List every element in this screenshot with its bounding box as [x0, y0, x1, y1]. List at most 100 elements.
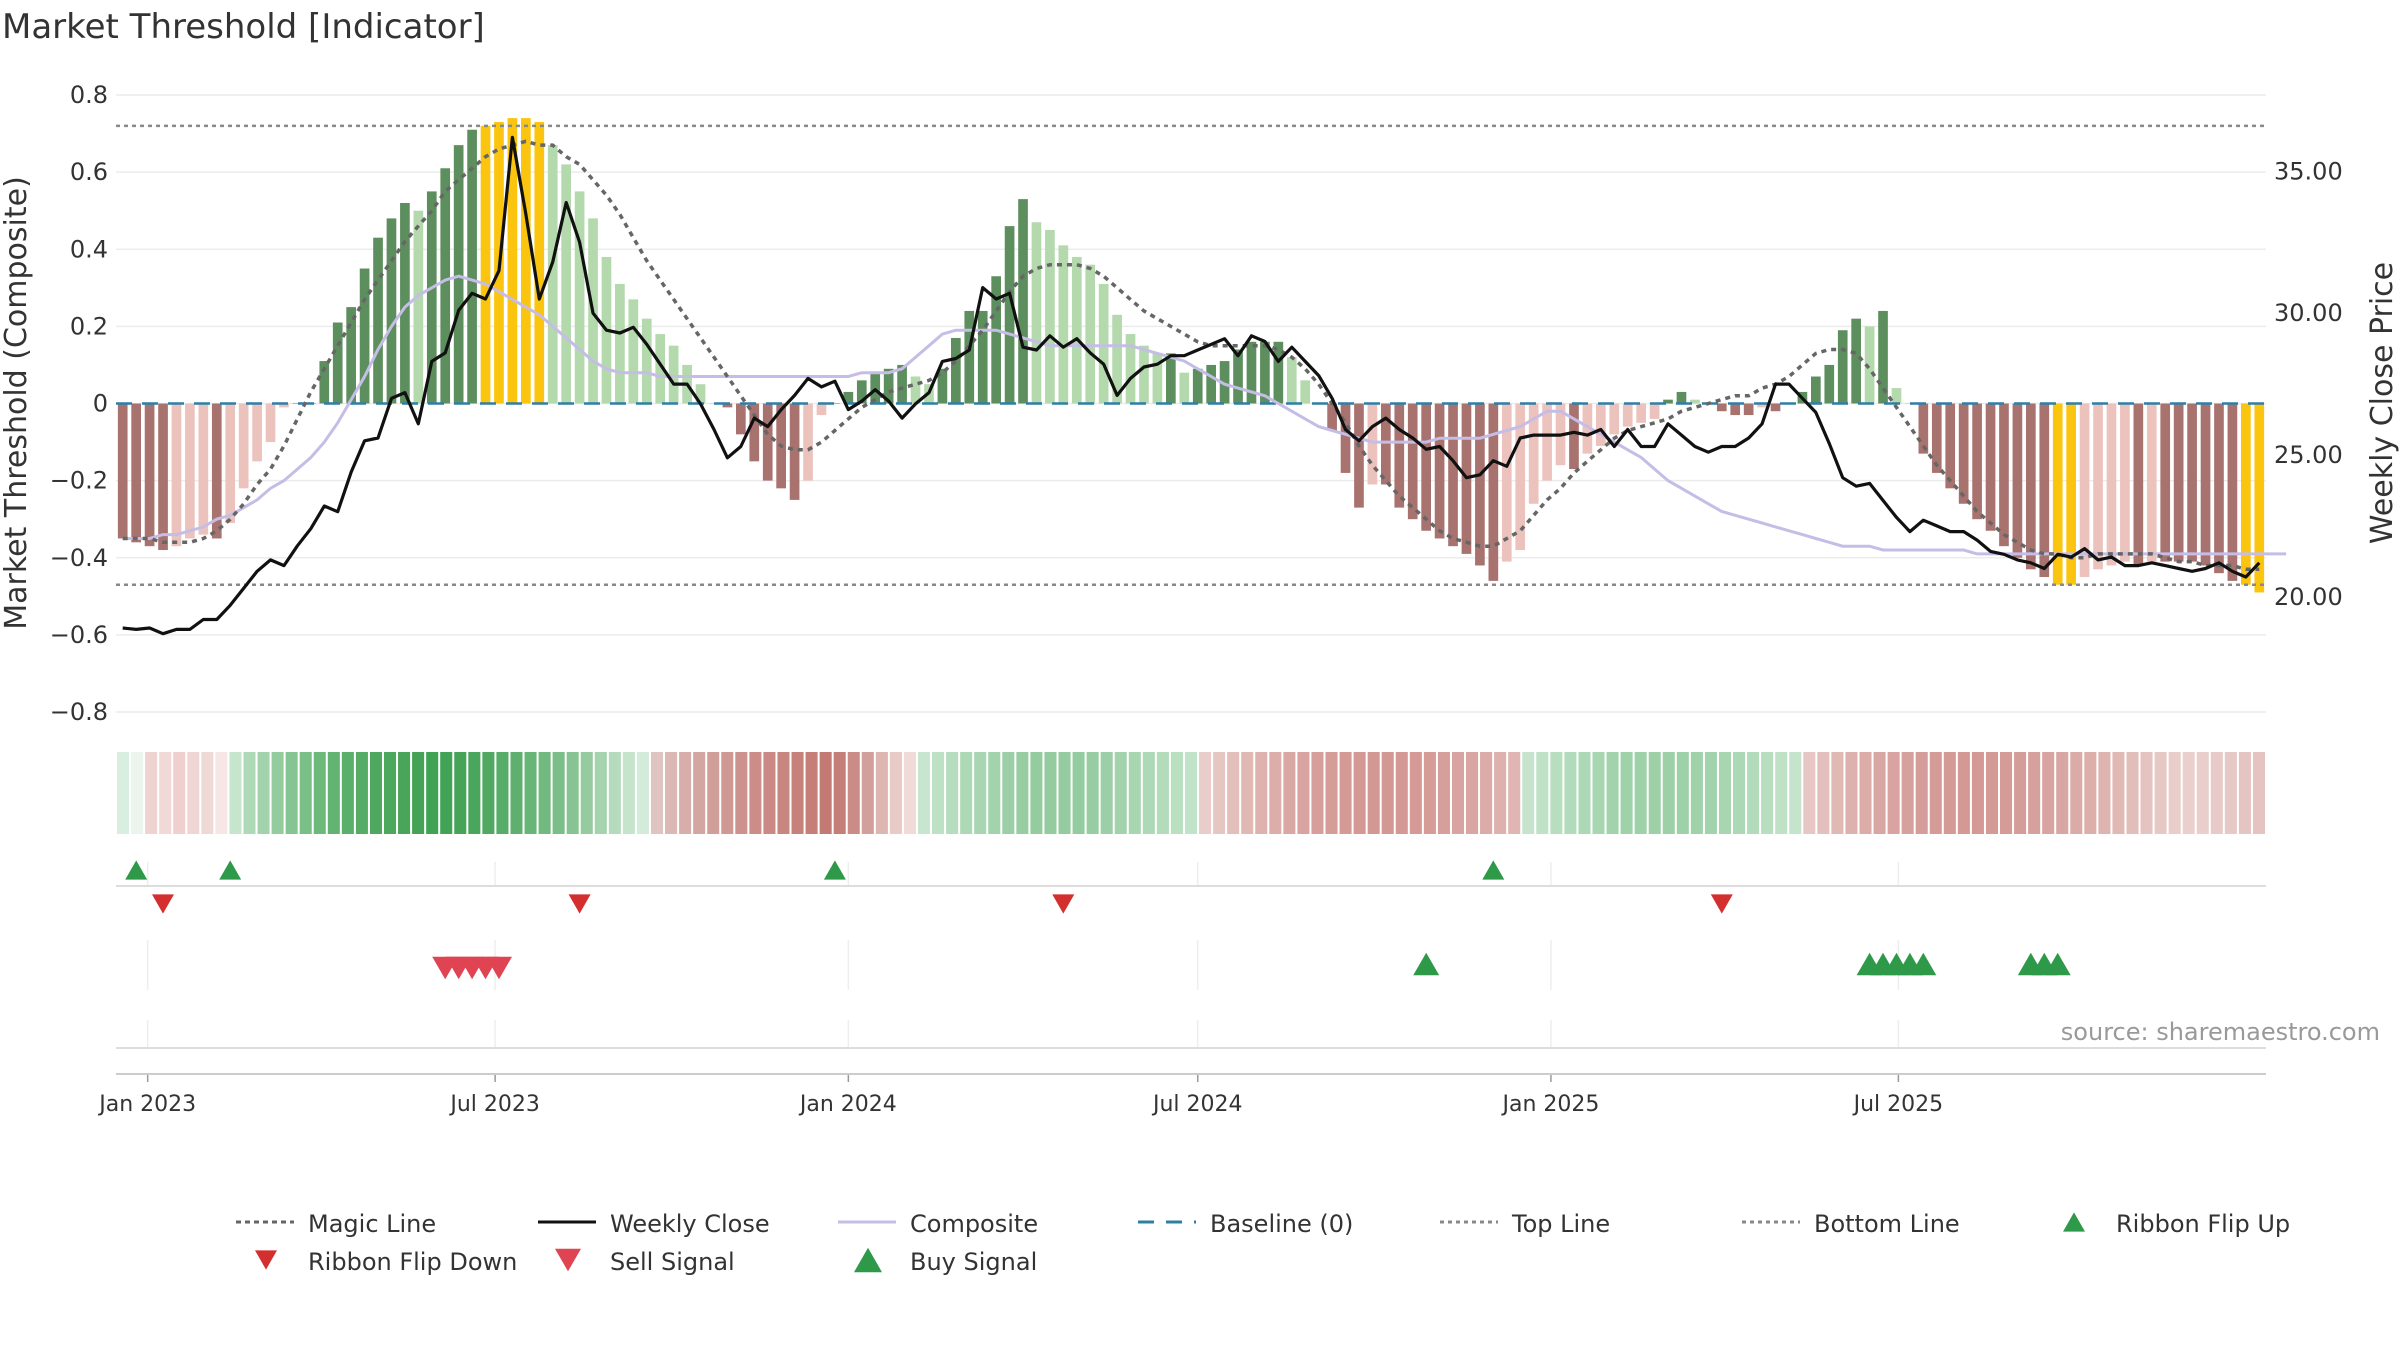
composite-bar: [1999, 403, 2009, 547]
y-tick-label-left: 0: [93, 390, 108, 418]
composite-bar: [2133, 403, 2144, 566]
ribbon-cell: [946, 752, 959, 834]
composite-bar: [722, 403, 733, 408]
legend-triangle-down-icon: [255, 1250, 277, 1270]
composite-bar: [1434, 403, 1445, 539]
x-tick-label: Jan 2023: [97, 1092, 196, 1117]
ribbon-cell: [1409, 752, 1422, 834]
ribbon-cell: [1437, 752, 1450, 834]
composite-bar: [359, 268, 370, 404]
ribbon-cell: [355, 752, 368, 834]
ribbon-cell: [819, 752, 832, 834]
ribbon-cell: [889, 752, 902, 834]
composite-bar: [1488, 403, 1499, 581]
composite-bar: [2173, 403, 2184, 562]
ribbon-cell: [243, 752, 256, 834]
composite-bar: [1394, 403, 1405, 508]
composite-bar: [319, 361, 330, 404]
composite-bar: [803, 403, 813, 481]
y-axis-left-title: Market Threshold (Composite): [0, 176, 34, 630]
ribbon-cell: [1269, 752, 1282, 834]
ribbon-cell: [988, 752, 1001, 834]
ribbon-cell: [805, 752, 818, 834]
ribbon-cell: [1606, 752, 1619, 834]
y-tick-label-left: −0.4: [50, 544, 108, 572]
legend-label: Buy Signal: [910, 1248, 1037, 1276]
ribbon-cell: [932, 752, 945, 834]
ribbon-cell: [1592, 752, 1605, 834]
composite-bar: [480, 125, 491, 404]
composite-bar: [332, 322, 343, 404]
ribbon-cell: [398, 752, 411, 834]
composite-bar: [951, 337, 961, 404]
ribbon-cell: [1451, 752, 1465, 834]
ribbon-cell: [215, 752, 228, 834]
legend-item: Magic Line: [236, 1210, 436, 1238]
composite-bar: [440, 168, 451, 404]
ribbon-flip-up-marker: [125, 860, 148, 880]
ribbon-cell: [412, 752, 425, 834]
legend-item: Top Line: [1440, 1210, 1610, 1238]
composite-bar: [1300, 380, 1311, 404]
y-tick-label-left: −0.8: [50, 698, 108, 726]
ribbon-cell: [693, 752, 706, 834]
composite-bar: [641, 318, 652, 404]
composite-line: [122, 274, 2287, 556]
ribbon-cell: [594, 752, 607, 834]
y-tick-label-right: 35.00: [2274, 157, 2343, 185]
ribbon-cell: [2000, 752, 2013, 834]
ribbon-cell: [1044, 752, 1057, 834]
composite-bar: [1864, 326, 1875, 404]
ribbon-cell: [1704, 752, 1717, 834]
composite-bar: [937, 368, 948, 404]
ribbon-cell: [1634, 752, 1647, 834]
composite-bar: [615, 283, 625, 404]
x-tick-label: Jul 2024: [1151, 1092, 1243, 1117]
legend-item: Buy Signal: [854, 1247, 1037, 1276]
ribbon-cell: [1831, 752, 1844, 834]
y-tick-label-left: 0.4: [70, 235, 108, 263]
x-tick-label: Jan 2024: [798, 1092, 897, 1117]
ribbon-cell: [2238, 752, 2251, 834]
composite-bar: [816, 403, 827, 416]
legend-item: Sell Signal: [555, 1248, 735, 1276]
ribbon-cell: [1817, 752, 1830, 834]
composite-bar: [534, 121, 545, 404]
ribbon-flip-up-marker: [1482, 860, 1505, 880]
ribbon-cell: [482, 752, 495, 834]
ribbon-cell: [1536, 752, 1549, 834]
composite-bar: [2093, 403, 2103, 570]
ribbon-flip-down-marker: [152, 894, 174, 914]
composite-bar: [1192, 368, 1203, 404]
ribbon-cell: [1072, 752, 1085, 834]
composite-bar: [910, 376, 921, 404]
ribbon-cell: [468, 752, 481, 834]
ribbon-cell: [2140, 752, 2153, 834]
legend-item: Bottom Line: [1742, 1210, 1960, 1238]
composite-bar: [1596, 403, 1606, 446]
ribbon-cell: [2070, 752, 2083, 834]
y-tick-label-left: 0.6: [70, 158, 108, 186]
ribbon-cell: [1395, 752, 1408, 834]
composite-bar: [1260, 341, 1270, 404]
composite-bar: [668, 345, 679, 404]
composite-bar: [1166, 353, 1176, 404]
ribbon-cell: [2098, 752, 2111, 834]
legend-label: Magic Line: [308, 1210, 436, 1238]
composite-bar: [2012, 403, 2023, 558]
ribbon-strip: [117, 752, 2265, 834]
composite-bar: [1286, 357, 1297, 404]
ribbon-cell: [1480, 752, 1493, 834]
ribbon-cell: [1241, 752, 1254, 834]
composite-bar: [1071, 256, 1082, 404]
axes: 0.8 0.6 0.4 0.2 0 −0.2 −0.4 −0.6 −0.8 35.00 30.00 2…: [50, 81, 2343, 1117]
x-tick-label: Jul 2023: [448, 1092, 540, 1117]
ribbon-cell: [454, 752, 467, 834]
legend-triangle-up-icon: [854, 1247, 882, 1273]
ribbon-cell: [440, 752, 453, 834]
y-tick-label-left: −0.2: [50, 467, 108, 495]
composite-bar: [1690, 399, 1700, 404]
chart-title: Market Threshold [Indicator]: [2, 7, 485, 47]
y-tick-label-right: 25.00: [2274, 441, 2343, 469]
